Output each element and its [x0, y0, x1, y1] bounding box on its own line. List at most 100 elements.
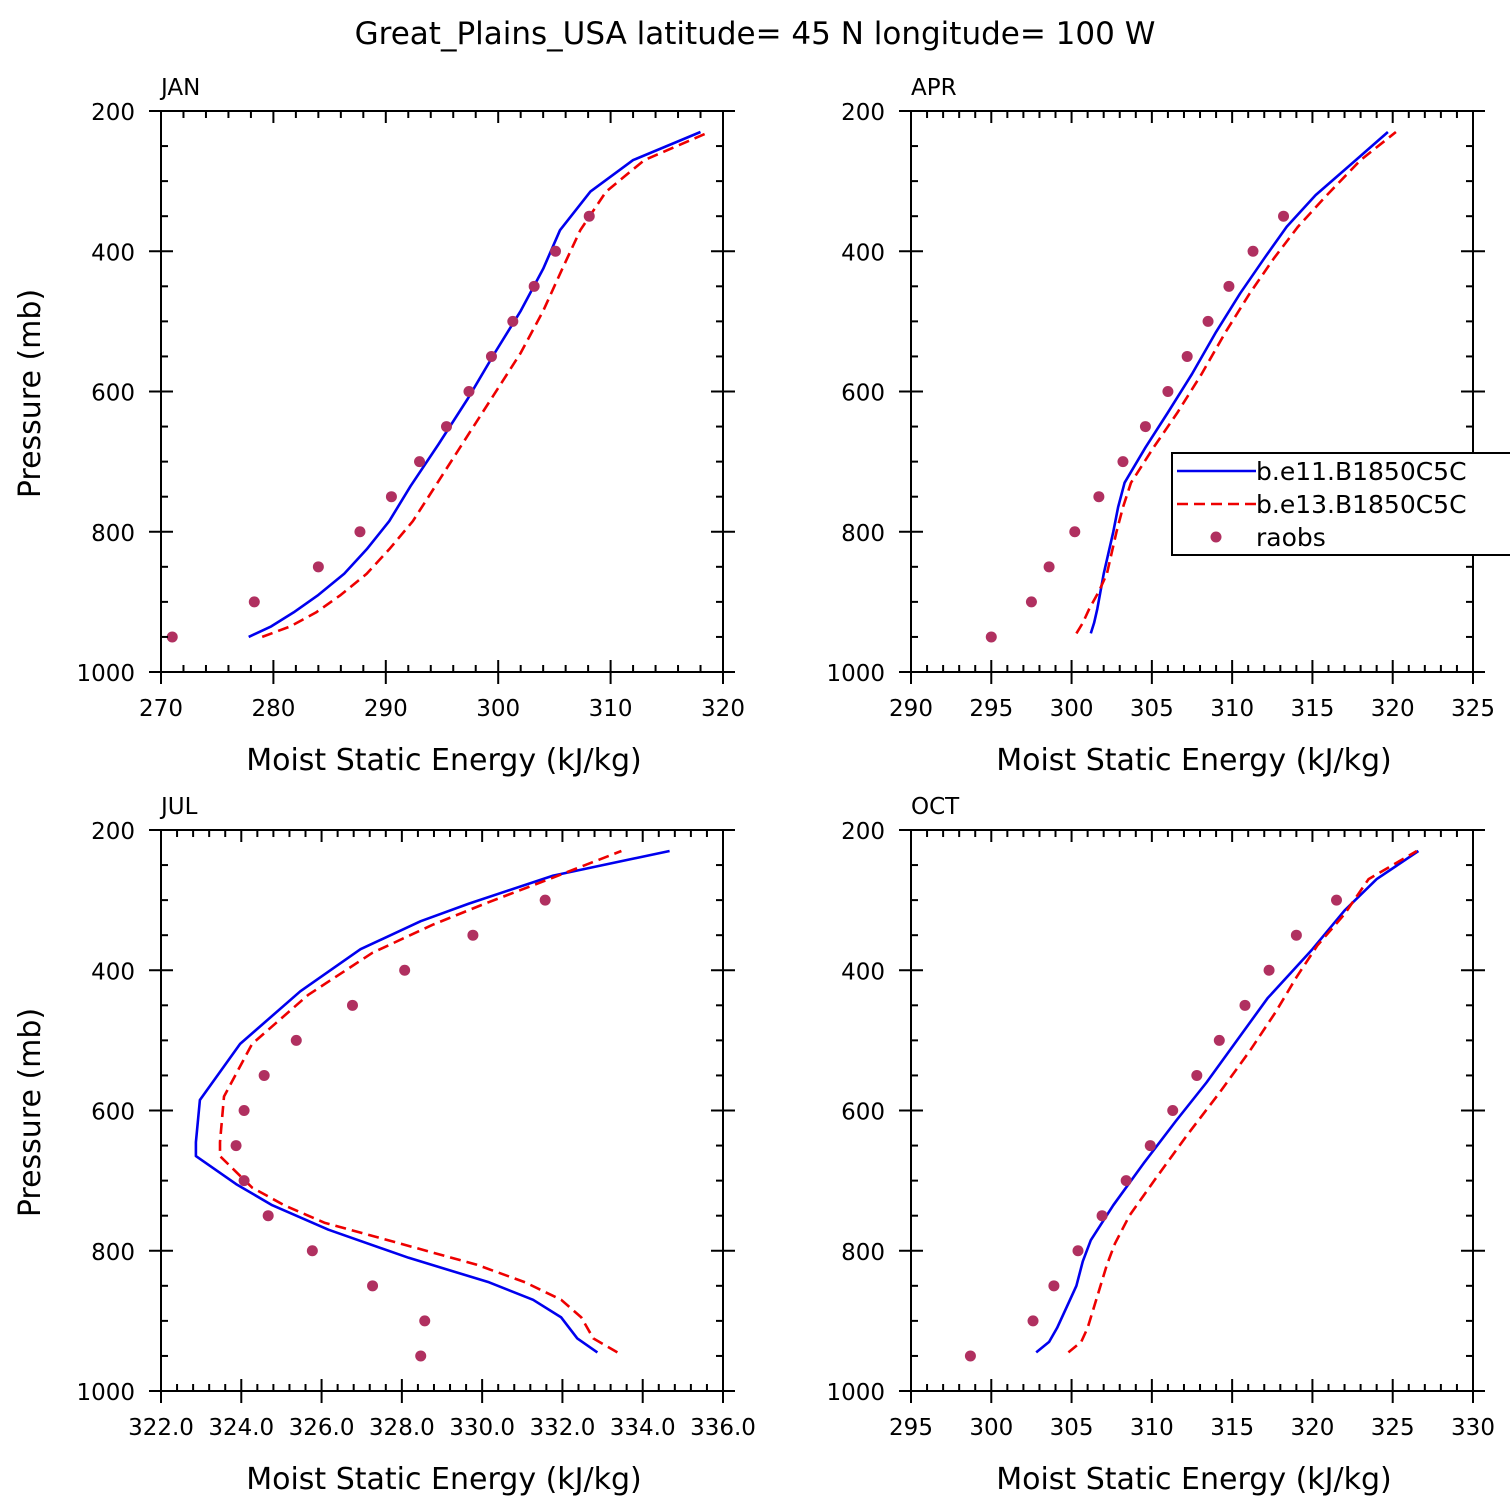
y-tick-label-jan: 800 [91, 521, 135, 547]
y-tick-label-jan: 1000 [76, 661, 135, 687]
x-tick-label-apr: 320 [1371, 696, 1415, 722]
panel-jul: JUL 322.0 324.0 326.0 328.0 330.0 332.0 334.0 33… [13, 794, 756, 1497]
x-tick-label-jul: 334.0 [610, 1415, 676, 1441]
y-tick-label-jul: 400 [91, 959, 135, 985]
y-tick-label-jul: 800 [91, 1240, 135, 1266]
raobs-point-jul-0 [415, 1350, 427, 1362]
panel-jan: JAN 270 280 290 300 310 320 200 400 600 800 1000 Moi… [13, 75, 745, 778]
legend-label-2: raobs [1256, 523, 1326, 552]
raobs-point-oct-8 [1191, 1069, 1203, 1081]
raobs-point-apr-7 [1162, 386, 1174, 397]
x-tick-label-oct: 330 [1451, 1415, 1495, 1441]
figure-title: Great_Plains_USA latitude= 45 N longitud… [355, 16, 1156, 52]
series-group-oct [964, 849, 1420, 1362]
x-tick-label-jan: 270 [139, 696, 183, 722]
raobs-point-jul-12 [467, 929, 479, 941]
x-tick-label-jan: 310 [589, 696, 633, 722]
plot-frame-oct [910, 829, 1474, 1392]
y-tick-label-apr: 1000 [826, 661, 885, 687]
plot-frame-apr [910, 110, 1474, 673]
raobs-point-jan-11 [550, 245, 562, 257]
raobs-point-oct-11 [1263, 964, 1275, 976]
raobs-point-apr-11 [1247, 245, 1259, 257]
y-tick-label-jul: 600 [91, 1100, 135, 1126]
raobs-point-apr-3 [1069, 526, 1081, 538]
raobs-point-oct-5 [1120, 1175, 1132, 1187]
x-tick-label-jul: 330.0 [449, 1415, 515, 1441]
raobs-point-oct-2 [1048, 1280, 1060, 1292]
raobs-point-jan-9 [507, 315, 519, 327]
raobs-point-jan-3 [354, 526, 366, 538]
raobs-point-oct-3 [1072, 1245, 1084, 1257]
raobs-point-jul-7 [238, 1105, 250, 1116]
y-tick-label-apr: 200 [841, 100, 885, 126]
x-axis-title-jan: Moist Static Energy (kJ/kg) [246, 743, 642, 778]
y-tick-label-oct: 200 [841, 819, 885, 845]
x-tick-label-oct: 305 [1050, 1415, 1094, 1441]
y-tick-label-apr: 600 [841, 381, 885, 407]
panel-apr: APR 290 295 300 305 310 315 320 325 200 400 600 800 1… [826, 75, 1510, 778]
x-tick-label-jul: 324.0 [208, 1415, 274, 1441]
x-tick-label-jan: 300 [476, 696, 520, 722]
x-tick-label-jan: 320 [701, 696, 745, 722]
x-tick-label-jan: 280 [251, 696, 295, 722]
x-tick-label-jul: 328.0 [369, 1415, 435, 1441]
panel-label-jan: JAN [159, 75, 200, 101]
x-axis-title-jul: Moist Static Energy (kJ/kg) [246, 1462, 642, 1497]
ticks-oct [899, 829, 1485, 1403]
x-tick-label-oct: 320 [1290, 1415, 1334, 1441]
raobs-point-jan-10 [528, 280, 540, 292]
raobs-point-oct-7 [1167, 1105, 1179, 1116]
raobs-point-oct-4 [1096, 1210, 1108, 1222]
raobs-point-jul-11 [399, 964, 411, 976]
raobs-point-apr-10 [1223, 280, 1235, 292]
raobs-point-oct-13 [1331, 894, 1343, 906]
legend-label-0: b.e11.B1850C5C [1256, 457, 1467, 486]
y-tick-label-apr: 400 [841, 240, 885, 266]
ticks-apr [899, 110, 1485, 684]
raobs-point-oct-10 [1239, 999, 1251, 1011]
solid-line-oct [1035, 849, 1420, 1354]
x-tick-label-apr: 325 [1451, 696, 1495, 722]
x-tick-label-apr: 315 [1290, 696, 1334, 722]
plot-frame-jan [160, 110, 724, 673]
panel-oct: OCT 295 300 305 310 315 320 325 330 200 400 600 800 1… [826, 794, 1495, 1497]
y-tick-label-oct: 800 [841, 1240, 885, 1266]
x-tick-label-jul: 322.0 [128, 1415, 194, 1441]
dashed-line-oct [1067, 849, 1418, 1354]
x-tick-label-jul: 326.0 [289, 1415, 355, 1441]
raobs-point-jul-9 [290, 1034, 302, 1046]
solid-line-jan [248, 130, 702, 639]
panel-label-apr: APR [911, 75, 957, 101]
y-tick-label-oct: 600 [841, 1100, 885, 1126]
raobs-point-jan-8 [485, 350, 497, 362]
x-tick-label-jul: 332.0 [529, 1415, 595, 1441]
raobs-point-oct-9 [1213, 1034, 1225, 1046]
raobs-point-apr-5 [1117, 456, 1129, 468]
raobs-point-apr-12 [1278, 210, 1290, 222]
series-group-jul [194, 849, 670, 1362]
raobs-point-apr-2 [1043, 561, 1055, 573]
solid-line-apr [1089, 131, 1389, 634]
raobs-point-jul-4 [262, 1210, 274, 1222]
x-tick-label-oct: 310 [1130, 1415, 1174, 1441]
raobs-point-oct-1 [1027, 1315, 1039, 1327]
y-tick-label-jul: 200 [91, 819, 135, 845]
ticks-jul [149, 829, 735, 1403]
y-axis-title-jan: Pressure (mb) [13, 289, 48, 498]
legend-label-1: b.e13.B1850C5C [1256, 490, 1467, 519]
x-tick-label-jul: 336.0 [690, 1415, 756, 1441]
raobs-point-jul-13 [539, 894, 551, 906]
raobs-point-jan-0 [166, 631, 178, 643]
y-tick-label-oct: 1000 [826, 1380, 885, 1406]
raobs-point-jul-10 [346, 999, 358, 1011]
raobs-point-apr-9 [1202, 315, 1214, 327]
x-tick-label-oct: 300 [969, 1415, 1013, 1441]
raobs-point-jan-5 [414, 456, 426, 468]
legend: b.e11.B1850C5C b.e13.B1850C5C raobs [1171, 452, 1510, 556]
raobs-point-jan-6 [440, 421, 452, 433]
raobs-point-jan-2 [312, 561, 324, 573]
x-tick-label-apr: 290 [889, 696, 933, 722]
raobs-point-jul-6 [230, 1140, 242, 1152]
raobs-point-oct-12 [1290, 929, 1302, 941]
